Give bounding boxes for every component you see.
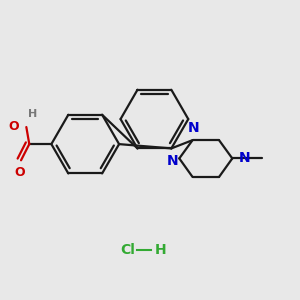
- Text: H: H: [28, 109, 37, 119]
- Text: N: N: [187, 121, 199, 135]
- Text: Cl: Cl: [120, 243, 135, 257]
- Text: O: O: [8, 120, 19, 133]
- Text: N: N: [167, 154, 178, 168]
- Text: H: H: [154, 243, 166, 257]
- Text: O: O: [14, 166, 25, 178]
- Text: N: N: [239, 152, 250, 165]
